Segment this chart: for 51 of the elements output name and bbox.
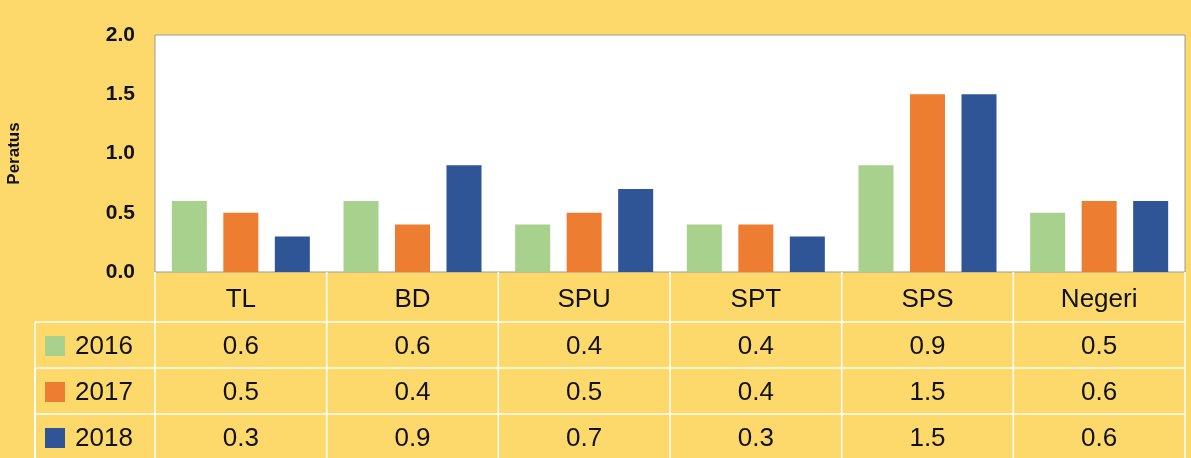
- bar: [1133, 200, 1169, 272]
- legend-label: 2016: [75, 330, 133, 361]
- bar: [858, 165, 894, 272]
- data-label: 0.3: [222, 422, 259, 453]
- bar: [566, 212, 602, 272]
- bar: [1081, 200, 1117, 272]
- x-tick-label: SPS: [901, 282, 954, 313]
- legend-label: 2017: [75, 376, 133, 407]
- bar: [515, 224, 551, 272]
- bar: [618, 189, 654, 272]
- legend-label: 2018: [75, 422, 133, 453]
- x-tick-label: TL: [225, 282, 257, 313]
- bar: [686, 224, 722, 272]
- data-label: 0.5: [222, 376, 259, 407]
- data-label: 0.9: [909, 330, 946, 361]
- bar: [738, 224, 774, 272]
- data-label: 0.4: [737, 376, 774, 407]
- bar: [394, 224, 431, 272]
- data-label: 0.3: [737, 422, 774, 453]
- data-label: 0.6: [222, 330, 259, 361]
- bar: [789, 236, 825, 272]
- bar: [961, 94, 997, 272]
- y-axis-title: Peratus: [3, 122, 23, 185]
- x-tick-label: Negeri: [1060, 282, 1138, 313]
- y-tick-label: 1.0: [105, 140, 135, 164]
- data-label: 1.5: [909, 376, 946, 407]
- data-label: 0.7: [566, 422, 603, 453]
- x-tick-label: SPT: [730, 282, 782, 313]
- x-tick-label: BD: [394, 282, 431, 313]
- bar: [274, 236, 310, 272]
- data-label: 0.6: [1081, 422, 1118, 453]
- data-label: 0.5: [566, 376, 603, 407]
- data-label: 0.5: [1081, 330, 1118, 361]
- bar: [446, 165, 482, 272]
- bar: [343, 200, 379, 272]
- data-label: 0.6: [1081, 376, 1118, 407]
- data-label: 0.4: [394, 376, 431, 407]
- data-label: 0.9: [394, 422, 431, 453]
- y-tick-label: 2.0: [105, 21, 135, 45]
- y-tick-label: 0.5: [105, 199, 136, 223]
- data-label: 0.4: [566, 330, 603, 361]
- data-label: 1.5: [909, 422, 946, 453]
- bar: [909, 94, 946, 272]
- x-tick-label: SPU: [557, 282, 611, 313]
- y-tick-label: 1.5: [105, 81, 136, 105]
- data-label: 0.6: [394, 330, 431, 361]
- bar: [1030, 212, 1066, 272]
- data-label: 0.4: [737, 330, 774, 361]
- bar: [223, 212, 259, 272]
- y-tick-label: 0.0: [105, 258, 135, 282]
- bar: [171, 200, 207, 272]
